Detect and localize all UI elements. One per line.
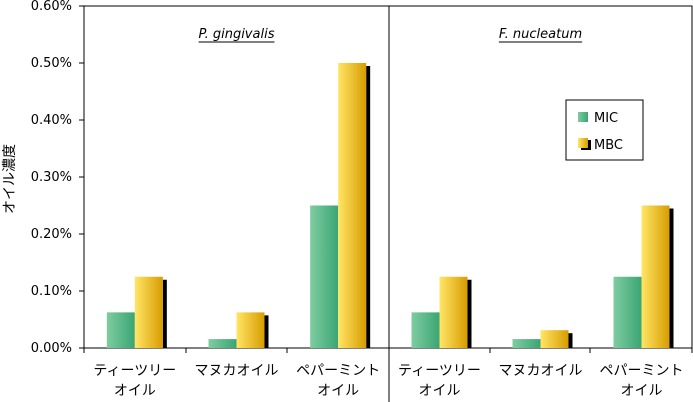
bar-mbc: [236, 312, 265, 348]
bar-mbc: [338, 63, 367, 348]
x-tick-label: ティーツリー: [93, 363, 176, 379]
legend-box: [565, 99, 644, 161]
bar-mbc-shadow: [264, 315, 269, 348]
bar-mbc: [641, 205, 670, 348]
bar-mbc-shadow: [669, 208, 674, 348]
y-tick-label: 0.30%: [31, 170, 72, 185]
legend-label-mbc: MBC: [594, 138, 623, 153]
bar-mbc: [439, 276, 468, 348]
x-tick-label: オイル: [621, 383, 663, 399]
legend-swatch-mbc: [578, 138, 588, 148]
y-tick-label: 0.40%: [31, 113, 72, 128]
x-tick-label: マヌカオイル: [195, 363, 279, 379]
bar-mbc-shadow: [162, 279, 167, 348]
x-tick-label: マヌカオイル: [499, 363, 583, 379]
x-tick-label: オイル: [114, 383, 156, 399]
legend-label-mic: MIC: [594, 111, 618, 126]
y-axis-label: オイル濃度: [2, 144, 18, 214]
x-tick-label: ペパーミント: [600, 363, 684, 379]
y-tick-label: 0.10%: [31, 284, 72, 299]
bar-mic: [613, 276, 642, 348]
bar-mic: [208, 339, 237, 348]
x-tick-label: ティーツリー: [398, 363, 481, 379]
panel-title: P. gingivalis: [199, 27, 275, 42]
legend-swatch-mic: [578, 112, 588, 122]
y-tick-label: 0.20%: [31, 227, 72, 242]
y-tick-label: 0.50%: [31, 56, 72, 71]
bar-mbc: [540, 330, 569, 348]
y-tick-label: 0.00%: [31, 341, 72, 356]
bar-mbc-shadow: [467, 279, 472, 348]
bar-mic: [512, 339, 541, 348]
bar-mic: [411, 312, 440, 348]
x-tick-label: ペパーミント: [296, 363, 380, 379]
x-tick-label: オイル: [317, 383, 359, 399]
bar-mbc-shadow: [568, 333, 573, 348]
x-tick-label: オイル: [419, 383, 461, 399]
bar-mbc-shadow: [366, 66, 371, 348]
bar-mic: [106, 312, 135, 348]
bar-mic: [310, 205, 339, 348]
panel-title: F. nucleatum: [499, 27, 582, 42]
y-tick-label: 0.60%: [31, 0, 72, 14]
bar-mbc: [134, 276, 163, 348]
plot-frame: [83, 5, 693, 349]
